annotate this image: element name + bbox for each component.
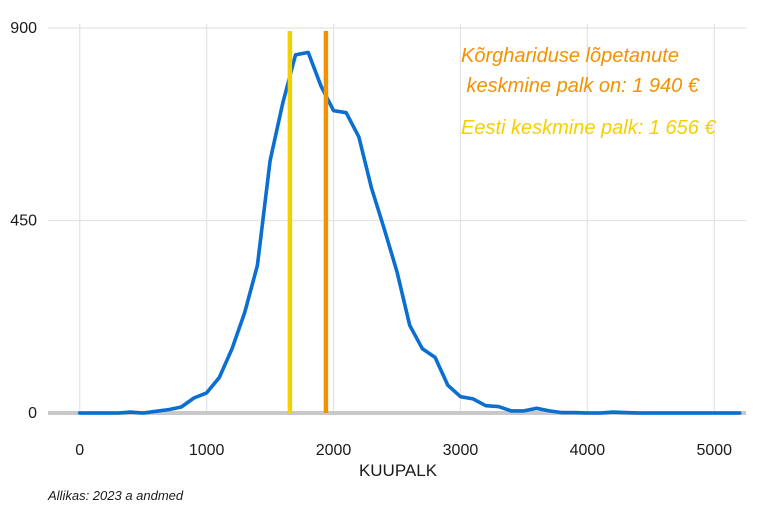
y-tick-label-1: 450	[10, 213, 37, 230]
x-tick-label-3: 3000	[443, 442, 479, 459]
x-tick-label-0: 0	[75, 442, 84, 459]
y-tick-label-0: 0	[28, 405, 37, 422]
y-tick-labels: 0 450 900	[10, 20, 37, 422]
source-caption: Allikas: 2023 a andmed	[47, 488, 184, 503]
x-tick-label-4: 4000	[570, 442, 606, 459]
x-tick-label-2: 2000	[316, 442, 352, 459]
annotation-estonia-average: Eesti keskmine palk: 1 656 €	[461, 117, 716, 139]
annotation-graduates-line-1: Kõrghariduse lõpetanute	[461, 45, 679, 67]
density-line-0	[77, 50, 742, 415]
x-tick-label-5: 5000	[696, 442, 732, 459]
annotation-graduates-line-2: keskmine palk on: 1 940 €	[461, 75, 700, 97]
x-tick-labels: 0 1000 2000 3000 4000 5000	[75, 442, 732, 459]
y-tick-label-2: 900	[10, 20, 37, 37]
x-tick-label-1: 1000	[189, 442, 225, 459]
reference-lines	[287, 31, 329, 413]
series-layer	[77, 50, 742, 415]
x-axis-title: KUUPALK	[359, 461, 438, 480]
